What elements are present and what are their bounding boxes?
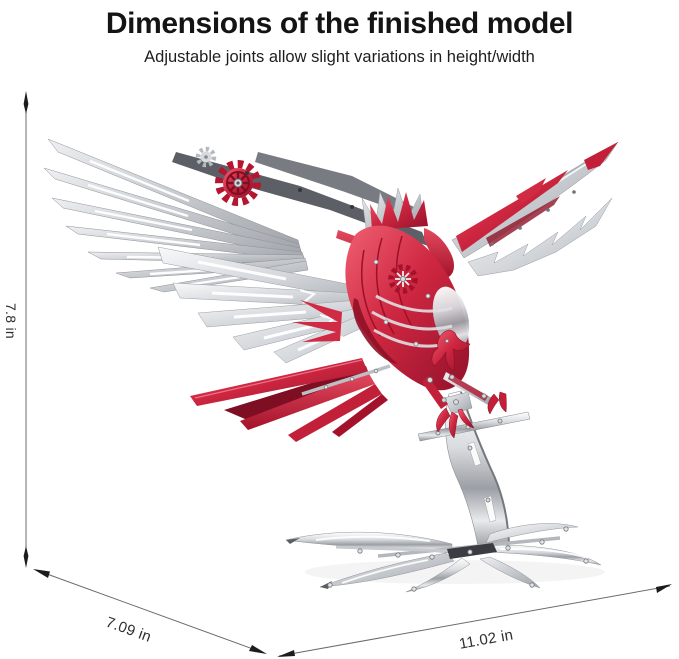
figure-header: Dimensions of the finished model Adjusta… xyxy=(0,0,679,67)
wing-gear-icon xyxy=(215,160,261,206)
depth-dimension-line xyxy=(33,569,267,654)
legs-and-claws xyxy=(417,329,531,442)
width-dimension-line xyxy=(277,584,672,657)
head-crest xyxy=(361,187,454,278)
tail xyxy=(190,358,391,442)
page-title: Dimensions of the finished model xyxy=(105,7,574,40)
body-gear-icon xyxy=(388,264,418,294)
page-subtitle: Adjustable joints allow slight variation… xyxy=(144,47,535,66)
small-gear-icon xyxy=(195,146,217,168)
left-wing xyxy=(43,138,446,364)
right-wing xyxy=(451,141,619,277)
base xyxy=(285,523,605,593)
bird-model-illustration xyxy=(43,138,619,593)
depth-dimension-label: 7.09 in xyxy=(103,614,153,646)
height-dimension-line xyxy=(23,91,29,568)
dimension-lines xyxy=(23,91,672,657)
width-dimension-label: 11.02 in xyxy=(458,626,515,652)
height-dimension-label: 7.8 in xyxy=(3,303,19,339)
